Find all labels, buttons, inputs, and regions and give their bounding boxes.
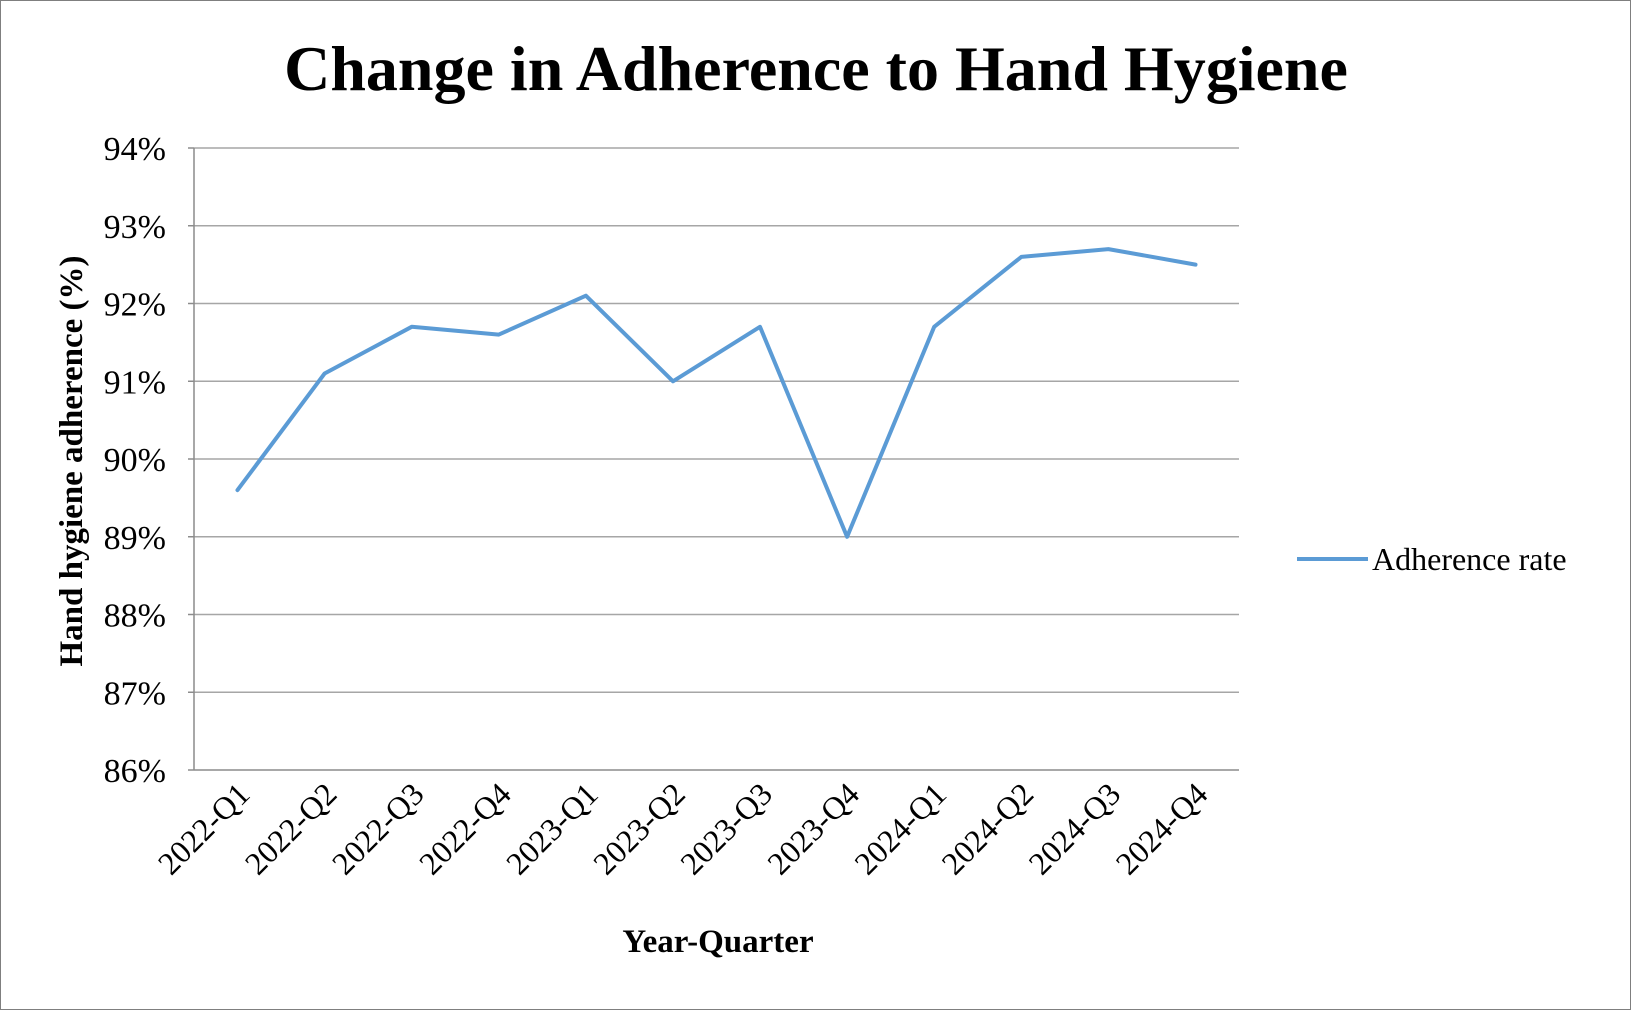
- chart-title: Change in Adherence to Hand Hygiene: [284, 33, 1348, 104]
- y-tick-label: 89%: [104, 520, 166, 557]
- y-axis-label: Hand hygiene adherence (%): [54, 256, 90, 667]
- series-layer: [235, 247, 1198, 539]
- y-tick-label: 93%: [104, 209, 166, 246]
- y-axis-ticks: 86% 87% 88% 89% 90% 91% 92% 93% 94%: [104, 131, 166, 790]
- y-tick-label: 88%: [104, 598, 166, 635]
- legend-label: Adherence rate: [1372, 541, 1567, 577]
- y-tick-label: 92%: [104, 287, 166, 324]
- y-tick-label: 91%: [104, 364, 166, 401]
- x-tick-label: 2022-Q3: [325, 775, 431, 881]
- y-tick-label: 94%: [104, 131, 166, 168]
- x-tick-label: 2023-Q3: [673, 775, 779, 881]
- x-tick-label: 2024-Q3: [1021, 775, 1127, 881]
- y-tick-label: 86%: [104, 753, 166, 790]
- x-tick-label: 2022-Q1: [151, 775, 257, 881]
- x-axis-ticks: 2022-Q12022-Q22022-Q32022-Q42023-Q12023-…: [151, 775, 1215, 881]
- legend: Adherence rate: [1297, 541, 1567, 577]
- x-tick-label: 2024-Q4: [1109, 775, 1215, 881]
- x-tick-label: 2023-Q1: [499, 775, 605, 881]
- x-tick-label: 2022-Q4: [412, 775, 518, 881]
- x-tick-label: 2022-Q2: [238, 775, 344, 881]
- y-tick-label: 90%: [104, 442, 166, 479]
- x-tick-label: 2023-Q4: [760, 775, 866, 881]
- gridlines: [188, 147, 1239, 771]
- y-tick-label: 87%: [104, 675, 166, 712]
- series-line: [235, 247, 1198, 539]
- x-axis-label: Year-Quarter: [622, 924, 813, 960]
- x-tick-label: 2024-Q2: [934, 775, 1040, 881]
- x-tick-label: 2023-Q2: [586, 775, 692, 881]
- x-tick-label: 2024-Q1: [847, 775, 953, 881]
